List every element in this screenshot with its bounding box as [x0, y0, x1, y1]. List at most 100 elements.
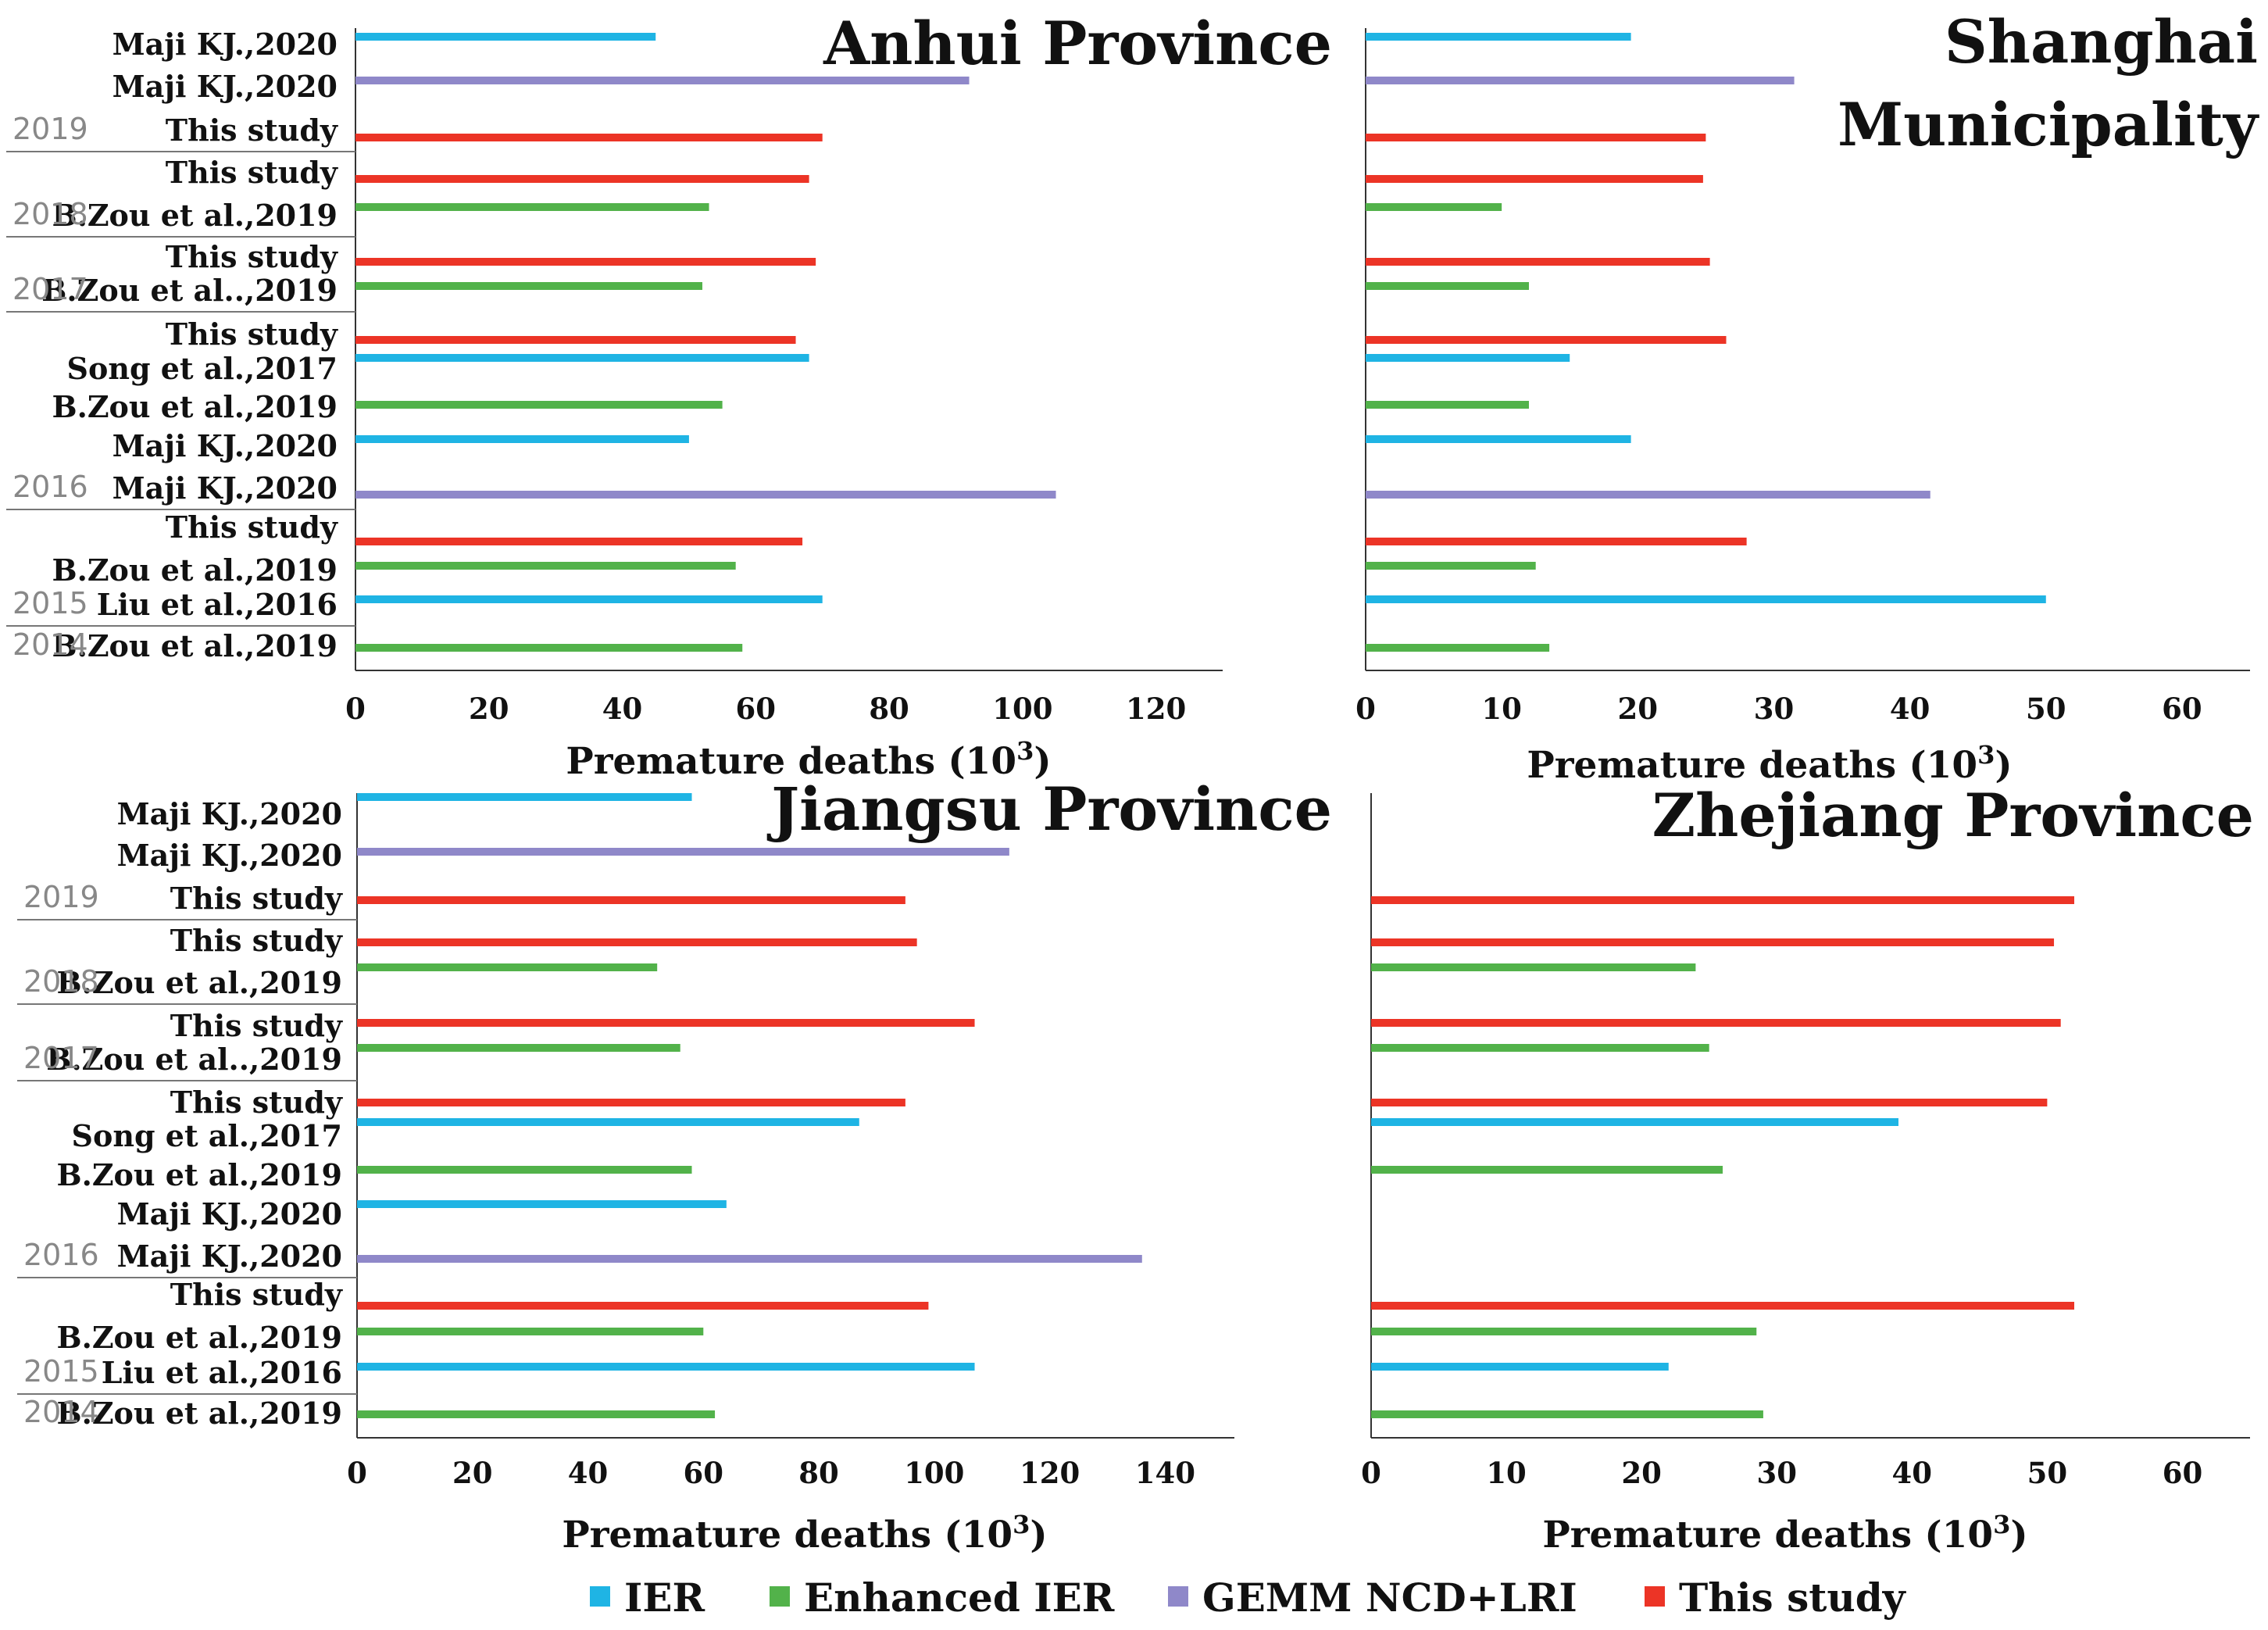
bar	[357, 963, 658, 971]
legend-label: Enhanced IER	[804, 1575, 1115, 1621]
row-label: This study	[170, 923, 343, 958]
tick-label: 60	[736, 692, 777, 726]
bar	[1371, 896, 2074, 904]
row-label: This study	[166, 155, 338, 190]
tick-label: 60	[684, 1456, 724, 1490]
panel-title: Anhui Province	[823, 9, 1332, 78]
legend-label: This study	[1679, 1575, 1907, 1621]
bar	[355, 401, 723, 409]
bar	[1371, 1019, 2061, 1027]
year-label: 2019	[23, 880, 99, 914]
bar	[1366, 33, 1631, 41]
bar	[357, 938, 917, 946]
tick-label: 30	[1754, 692, 1795, 726]
bar	[357, 1328, 704, 1335]
year-label: 2017	[13, 272, 88, 306]
bar	[1366, 134, 1706, 141]
tick-label: 50	[2026, 692, 2066, 726]
tick-label: 60	[2162, 692, 2202, 726]
row-label: B.Zou et al.,2019	[52, 198, 338, 233]
row-label: This study	[166, 113, 338, 148]
legend-label: IER	[624, 1575, 705, 1621]
bar	[1366, 282, 1529, 290]
bar	[1366, 354, 1570, 362]
row-label: B.Zou et al..,2019	[41, 273, 338, 308]
bar	[1366, 562, 1536, 570]
bar	[1371, 1363, 1669, 1371]
bar	[1371, 1044, 1709, 1052]
panel-title: Zhejiang Province	[1652, 781, 2254, 850]
bar	[355, 644, 743, 652]
tick-label: 10	[1481, 692, 1522, 726]
year-label: 2015	[23, 1354, 99, 1389]
row-label: B.Zou et al.,2019	[56, 1320, 342, 1355]
row-label: This study	[170, 881, 343, 916]
tick-label: 100	[992, 692, 1052, 726]
tick-label: 30	[1756, 1456, 1797, 1490]
bar	[357, 1302, 929, 1310]
year-label: 2017	[23, 1041, 99, 1075]
tick-label: 120	[1126, 692, 1186, 726]
row-label: Maji KJ.,2020	[117, 838, 342, 873]
panel-title: Jiangsu Province	[766, 774, 1332, 844]
bar	[1366, 538, 1747, 545]
tick-label: 10	[1486, 1456, 1527, 1490]
bar	[1366, 175, 1703, 183]
bar	[357, 1410, 716, 1418]
bar	[357, 848, 1009, 856]
year-label: 2019	[13, 112, 88, 146]
bar	[355, 77, 970, 84]
row-label: Maji KJ.,2020	[113, 27, 338, 62]
tick-label: 20	[469, 692, 509, 726]
x-axis-title: Premature deaths (103)	[1527, 740, 2012, 787]
x-axis-title: Premature deaths (103)	[566, 736, 1051, 783]
bar	[355, 134, 823, 141]
row-label: Maji KJ.,2020	[113, 428, 338, 463]
legend-swatch	[770, 1586, 790, 1607]
tick-label: 80	[798, 1456, 839, 1490]
bar	[355, 33, 656, 41]
bar	[1366, 644, 1550, 652]
row-label: B.Zou et al..,2019	[46, 1042, 342, 1077]
panel-title: Shanghai	[1945, 7, 2258, 77]
bar	[1366, 336, 1727, 344]
row-label: Maji KJ.,2020	[113, 470, 338, 506]
bar	[355, 538, 803, 545]
row-label: Song et al.,2017	[67, 351, 338, 386]
row-label: Liu et al.,2016	[97, 587, 338, 622]
row-label: Maji KJ.,2020	[113, 69, 338, 104]
panel-3: Maji KJ.,2020 Maji KJ.,2020 This study This…	[17, 774, 1332, 1557]
tick-label: 0	[345, 692, 366, 726]
row-label: This study	[166, 509, 338, 545]
bar	[1371, 1328, 1757, 1335]
bar	[1366, 435, 1631, 443]
row-label: B.Zou et al.,2019	[56, 1157, 342, 1192]
bar	[355, 354, 809, 362]
tick-label: 20	[1621, 1456, 1662, 1490]
year-label: 2018	[23, 964, 99, 999]
row-label: Maji KJ.,2020	[117, 796, 342, 831]
row-label: This study	[170, 1008, 343, 1043]
tick-label: 40	[602, 692, 643, 726]
bar	[357, 1363, 975, 1371]
row-label: Song et al.,2017	[72, 1118, 342, 1153]
bar	[357, 1044, 680, 1052]
row-label: Maji KJ.,2020	[117, 1196, 342, 1231]
tick-label: 0	[1361, 1456, 1381, 1490]
year-label: 2014	[23, 1395, 99, 1429]
bar	[355, 258, 816, 266]
row-label: B.Zou et al.,2019	[56, 1396, 342, 1431]
tick-label: 0	[347, 1456, 367, 1490]
tick-label: 20	[452, 1456, 493, 1490]
tick-label: 140	[1135, 1456, 1195, 1490]
bar	[355, 435, 689, 443]
legend: IER Enhanced IER GEMM NCD+LRI This study	[590, 1575, 1907, 1621]
bar	[357, 1118, 859, 1126]
legend-swatch	[590, 1586, 610, 1607]
bar	[1366, 401, 1529, 409]
bar	[357, 1166, 692, 1174]
row-label: This study	[166, 239, 338, 274]
row-label: Liu et al.,2016	[102, 1355, 342, 1390]
